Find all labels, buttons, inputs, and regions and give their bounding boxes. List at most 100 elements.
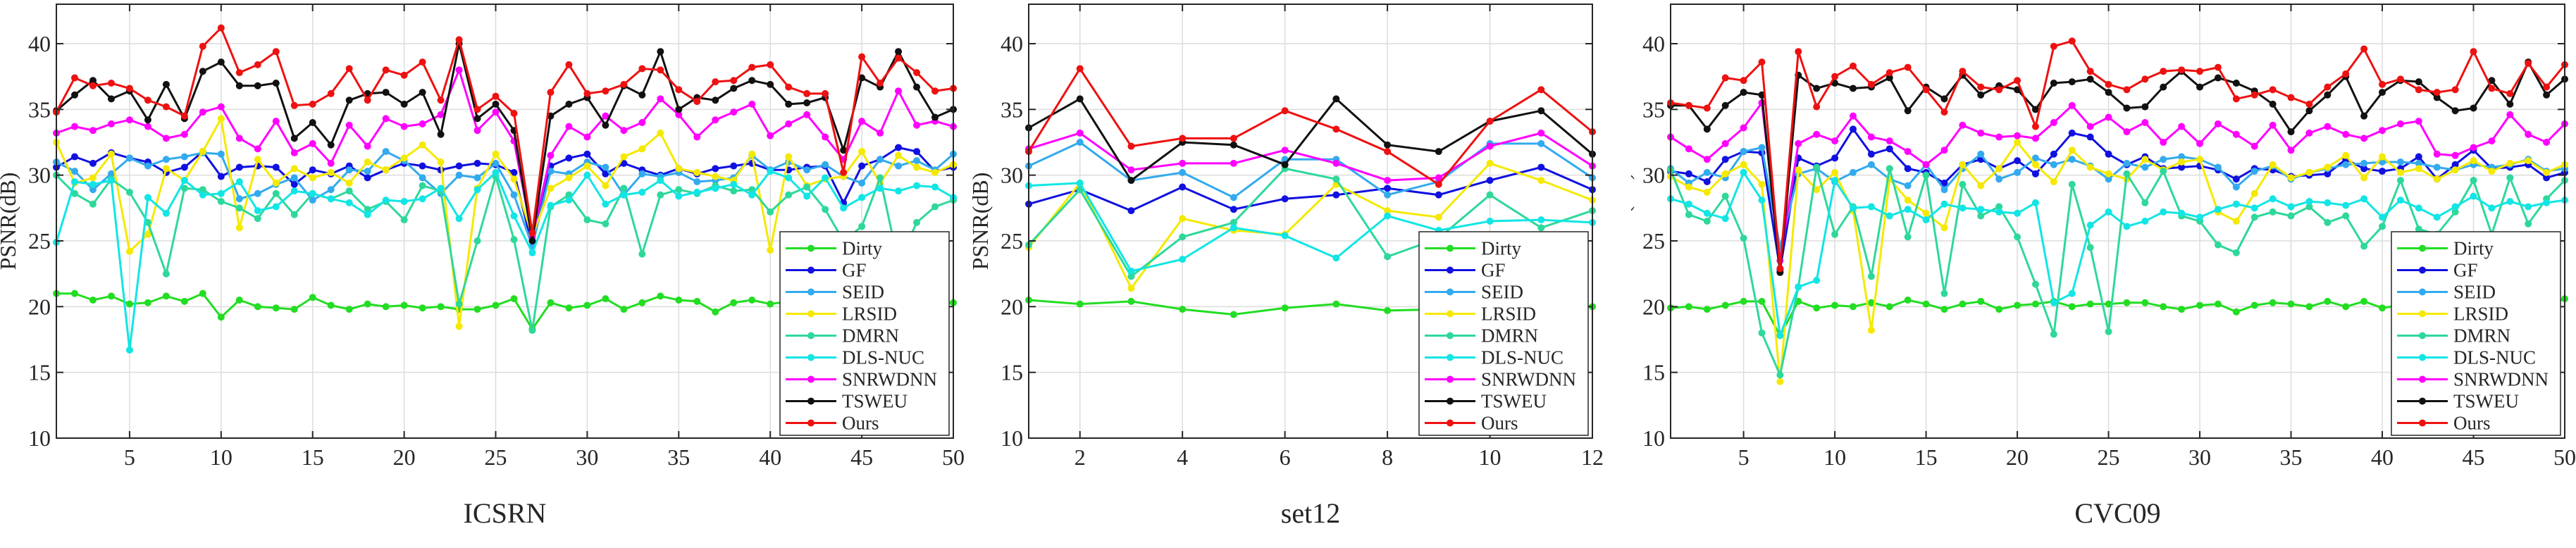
data-point — [1721, 192, 1729, 200]
x-tick-label: 45 — [850, 444, 873, 470]
data-point — [748, 150, 756, 158]
data-point — [1849, 303, 1857, 311]
data-point — [840, 168, 848, 176]
data-point — [712, 78, 719, 86]
data-point — [895, 162, 903, 170]
data-point — [565, 100, 573, 108]
data-point — [657, 191, 664, 199]
data-point — [2324, 170, 2332, 178]
data-point — [2269, 299, 2277, 306]
data-point — [419, 174, 426, 182]
data-point — [1758, 144, 1766, 151]
legend[interactable]: DirtyGFSEIDLRSIDDMRNDLS-NUCSNRWDNNTSWEUO… — [779, 231, 950, 436]
data-point — [1776, 265, 1784, 273]
data-point — [2086, 123, 2094, 130]
data-point — [144, 194, 151, 201]
data-point — [2178, 153, 2186, 161]
data-point — [382, 148, 390, 156]
data-point — [2470, 177, 2477, 185]
data-point — [2141, 299, 2149, 306]
data-point — [1685, 200, 1692, 208]
data-point — [675, 186, 683, 194]
data-point — [1384, 177, 1392, 185]
data-point — [345, 306, 353, 313]
data-point — [2305, 198, 2313, 205]
data-point — [180, 163, 188, 171]
data-point — [1703, 188, 1711, 196]
data-point — [547, 185, 555, 192]
data-point — [162, 103, 170, 111]
data-point — [528, 249, 536, 256]
data-point — [2287, 174, 2295, 182]
data-point — [1179, 135, 1187, 142]
data-point — [2451, 208, 2459, 216]
data-point — [913, 121, 921, 129]
data-point — [858, 53, 866, 61]
data-point — [2232, 183, 2240, 191]
x-tick-label: 4 — [1177, 444, 1188, 470]
data-point — [419, 120, 426, 127]
data-point — [602, 163, 609, 171]
data-point — [1977, 91, 1985, 99]
data-point — [89, 297, 97, 304]
data-point — [2360, 135, 2368, 142]
data-point — [2123, 104, 2131, 112]
data-point — [70, 189, 78, 197]
data-point — [400, 216, 408, 224]
data-point — [2014, 168, 2021, 176]
data-point — [327, 89, 335, 97]
data-point — [492, 150, 500, 158]
data-point — [602, 182, 609, 189]
data-point — [2360, 45, 2368, 53]
data-point — [2379, 80, 2386, 88]
data-point — [199, 186, 206, 194]
series-line — [1028, 182, 1593, 273]
data-point — [455, 215, 463, 223]
data-point — [1703, 156, 1711, 163]
data-point — [309, 197, 316, 204]
data-point — [1940, 179, 1948, 187]
data-point — [345, 179, 353, 187]
data-point — [1332, 300, 1340, 308]
data-point — [510, 168, 518, 176]
series-line — [1669, 167, 2566, 379]
data-point — [455, 300, 463, 308]
legend[interactable]: DirtyGFSEIDLRSIDDMRNDLS-NUCSNRWDNNTSWEUO… — [1418, 231, 1589, 436]
data-point — [877, 80, 884, 87]
data-point — [1740, 148, 1747, 156]
data-point — [1995, 133, 2003, 141]
data-point — [2287, 300, 2295, 308]
data-point — [1940, 186, 1948, 194]
data-point — [1904, 148, 1912, 156]
data-point — [2105, 80, 2112, 88]
legend-label: Ours — [2453, 413, 2491, 434]
data-point — [1740, 235, 1747, 242]
y-tick-label: 20 — [1001, 294, 1023, 319]
data-point — [583, 301, 591, 309]
data-point — [199, 42, 206, 50]
data-point — [1281, 232, 1289, 239]
data-point — [1904, 107, 1912, 115]
data-point — [89, 159, 97, 167]
data-point — [217, 150, 225, 158]
y-tick-label: 15 — [28, 360, 51, 385]
data-point — [1076, 65, 1084, 73]
data-point — [400, 154, 408, 162]
data-point — [89, 186, 97, 194]
data-point — [1435, 148, 1442, 156]
series-ours — [1667, 37, 2568, 273]
data-point — [2488, 204, 2496, 212]
data-point — [2031, 161, 2039, 168]
data-point — [1904, 197, 1912, 204]
data-point — [2160, 168, 2167, 175]
data-point — [382, 66, 390, 74]
data-point — [1281, 304, 1289, 312]
y-tick-label: 10 — [28, 425, 51, 451]
data-point — [1721, 74, 1729, 82]
data-point — [107, 95, 115, 103]
data-point — [2196, 68, 2204, 75]
data-point — [2178, 209, 2186, 217]
data-point — [2141, 218, 2149, 225]
legend[interactable]: DirtyGFSEIDLRSIDDMRNDLS-NUCSNRWDNNTSWEUO… — [2391, 231, 2561, 436]
data-point — [2160, 208, 2167, 216]
